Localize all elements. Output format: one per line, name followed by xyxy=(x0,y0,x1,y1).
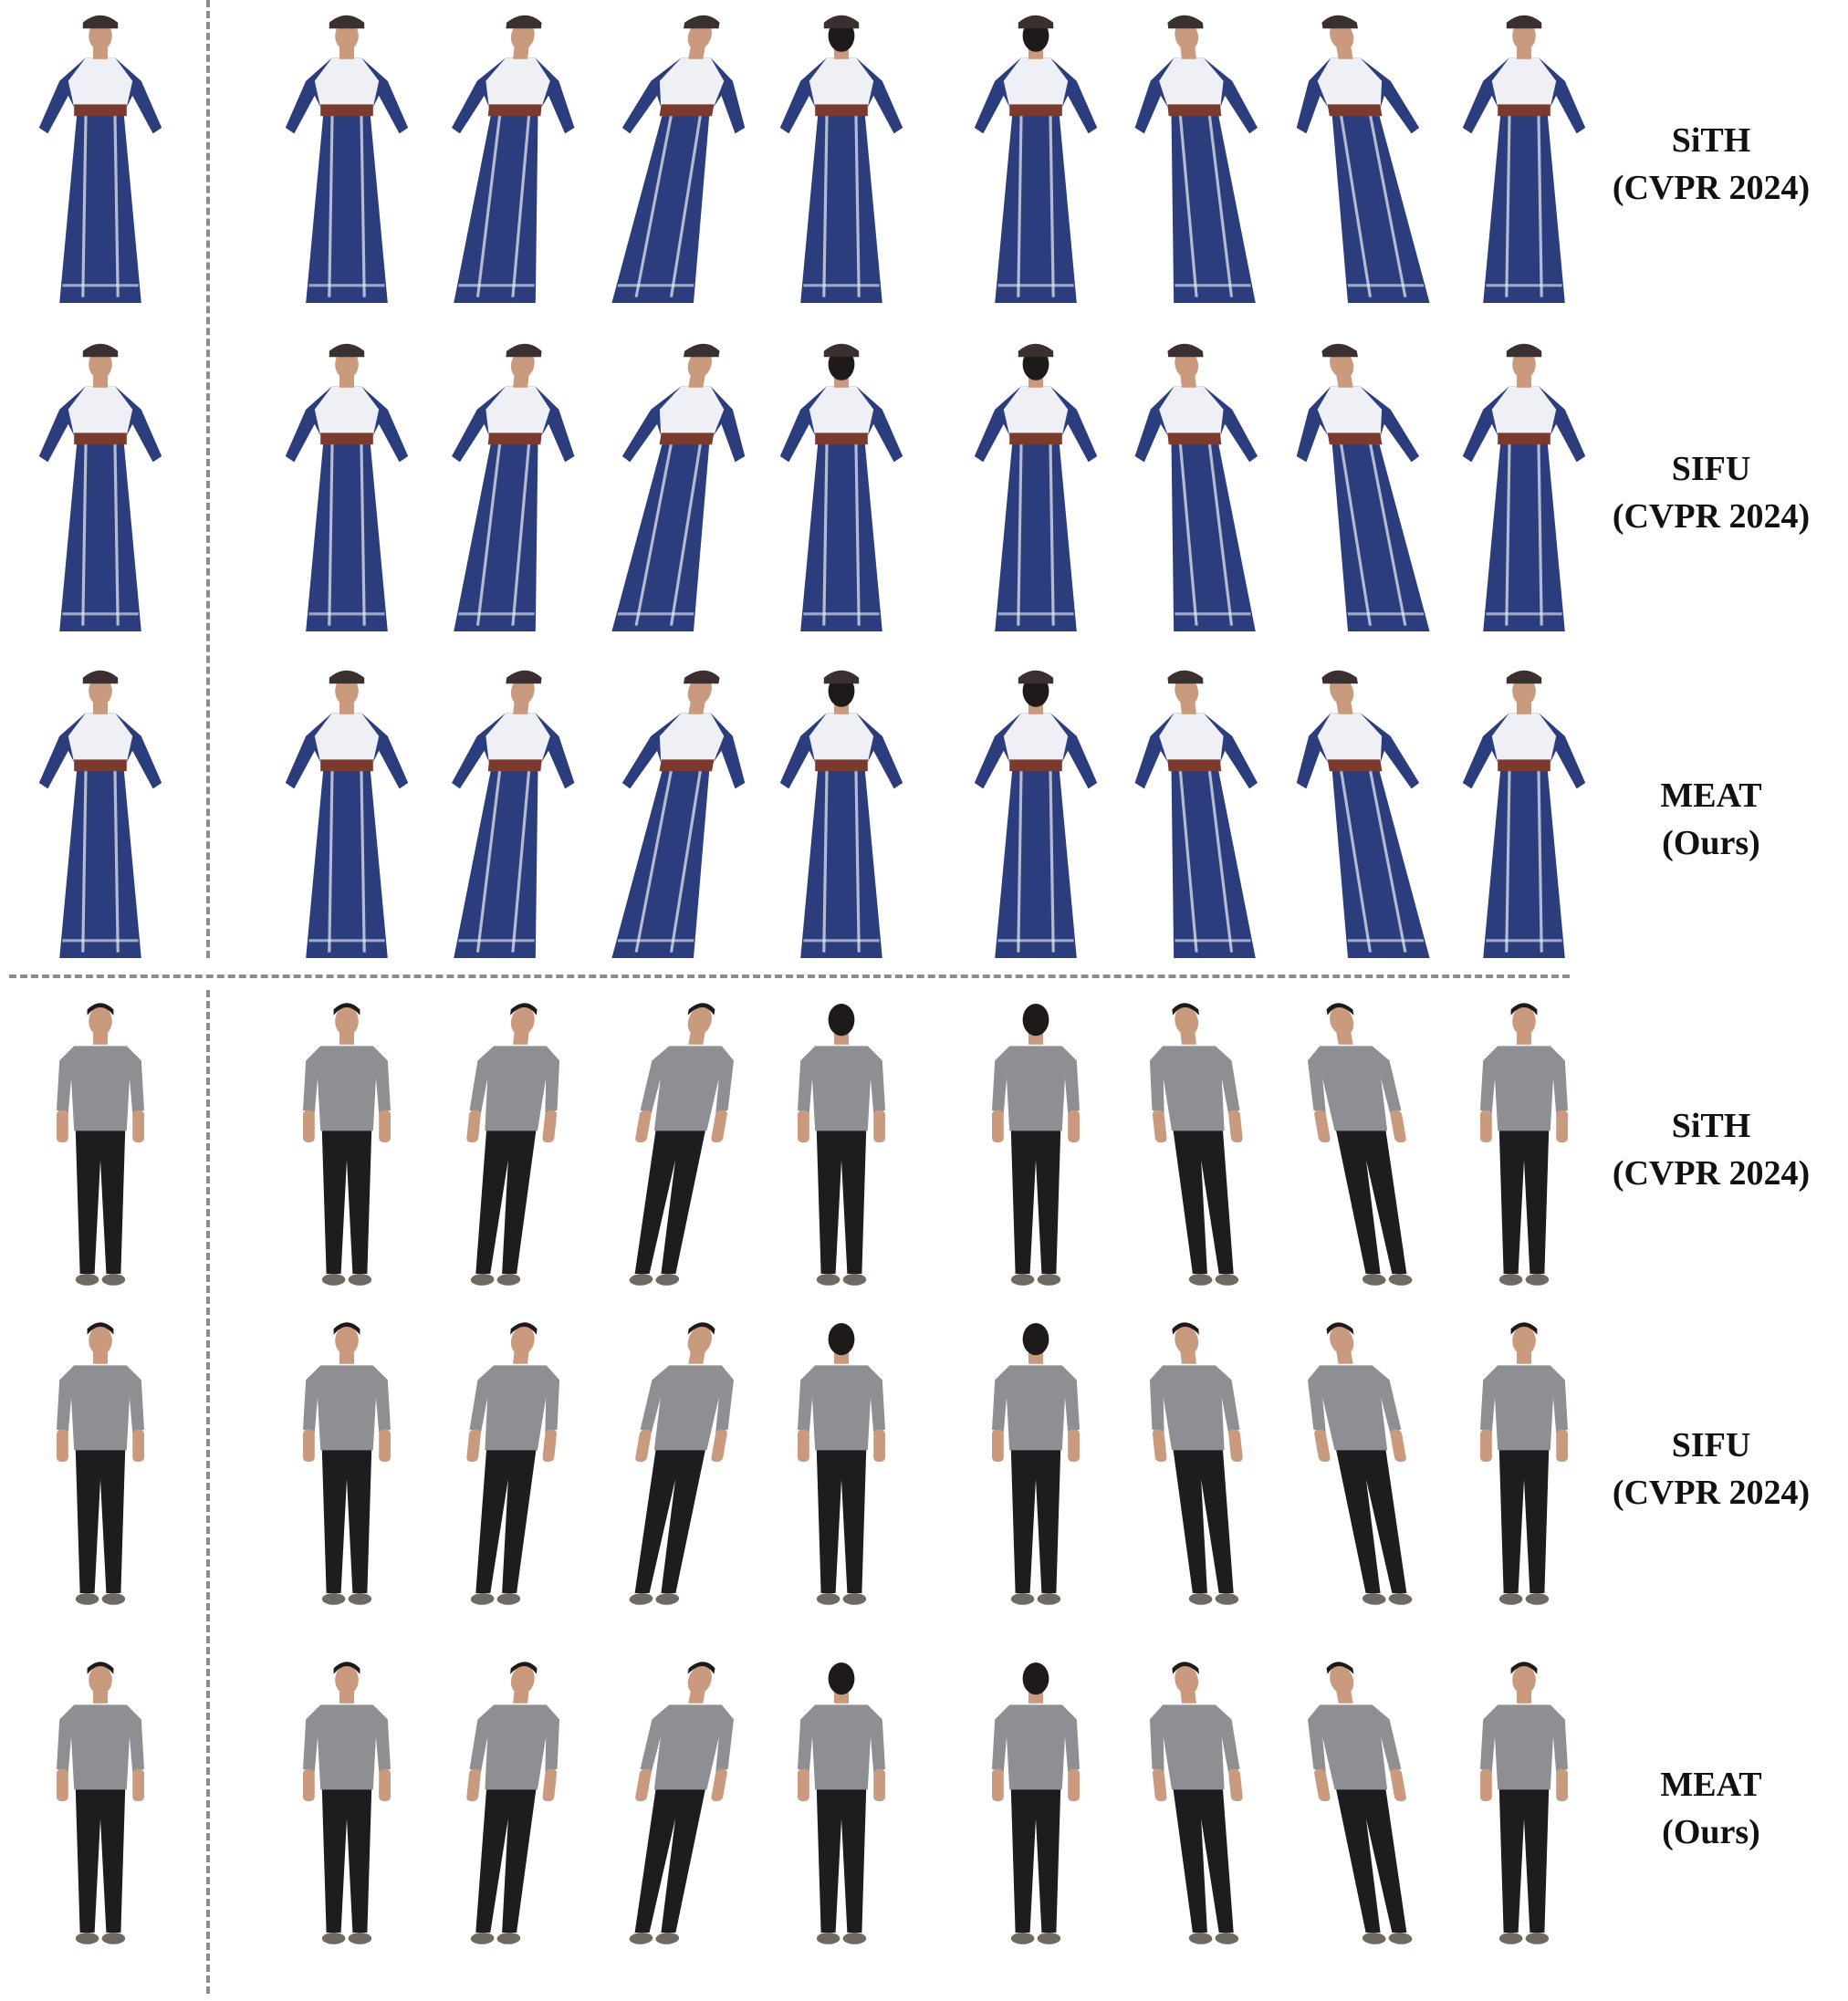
rendered-view xyxy=(1451,338,1597,648)
method-name: SiTH xyxy=(1671,121,1751,160)
rendered-view xyxy=(274,338,420,648)
rendered-view xyxy=(963,1653,1109,1964)
input-image xyxy=(27,1314,173,1624)
method-venue: (Ours) xyxy=(1662,1813,1760,1851)
rendered-view xyxy=(963,1314,1109,1624)
rendered-view xyxy=(604,1314,750,1624)
method-venue: (CVPR 2024) xyxy=(1612,1474,1811,1512)
method-name: SiTH xyxy=(1671,1107,1751,1145)
method-label: SIFU (CVPR 2024) xyxy=(1583,445,1839,540)
rendered-view xyxy=(604,995,750,1305)
rendered-view xyxy=(1291,664,1437,974)
result-row-sifu: SIFU (CVPR 2024) xyxy=(0,338,1848,648)
input-image xyxy=(27,664,173,974)
rendered-view xyxy=(436,995,582,1305)
rendered-view xyxy=(1291,338,1437,648)
rendered-view xyxy=(1451,1314,1597,1624)
rendered-view xyxy=(768,995,914,1305)
rendered-view xyxy=(1127,1314,1273,1624)
result-row-sith: SiTH (CVPR 2024) xyxy=(0,9,1848,319)
rendered-view xyxy=(604,9,750,319)
input-image xyxy=(27,338,173,648)
rendered-view xyxy=(274,1314,420,1624)
rendered-view xyxy=(1451,995,1597,1305)
rendered-view xyxy=(604,664,750,974)
input-divider-bottom xyxy=(206,990,210,1994)
rendered-view xyxy=(1127,1653,1273,1964)
rendered-view xyxy=(1127,9,1273,319)
result-row-meat: MEAT (Ours) xyxy=(0,1653,1848,1964)
method-venue: (CVPR 2024) xyxy=(1612,1154,1811,1193)
method-name: SIFU xyxy=(1671,1426,1751,1464)
rendered-view xyxy=(274,1653,420,1964)
rendered-view xyxy=(768,1653,914,1964)
input-image xyxy=(27,9,173,319)
rendered-view xyxy=(1127,995,1273,1305)
rendered-view xyxy=(436,338,582,648)
input-image xyxy=(27,995,173,1305)
group-divider xyxy=(9,974,1570,978)
method-name: SIFU xyxy=(1671,450,1751,488)
rendered-view xyxy=(963,338,1109,648)
rendered-view xyxy=(1291,995,1437,1305)
result-row-sifu: SIFU (CVPR 2024) xyxy=(0,1314,1848,1624)
rendered-view xyxy=(1291,1314,1437,1624)
method-venue: (CVPR 2024) xyxy=(1612,497,1811,536)
rendered-view xyxy=(963,995,1109,1305)
rendered-view xyxy=(274,664,420,974)
rendered-view xyxy=(768,1314,914,1624)
rendered-view xyxy=(1451,664,1597,974)
method-label: SiTH (CVPR 2024) xyxy=(1583,1102,1839,1197)
rendered-view xyxy=(436,9,582,319)
rendered-view xyxy=(1291,9,1437,319)
method-label: SiTH (CVPR 2024) xyxy=(1583,117,1839,212)
rendered-view xyxy=(1451,9,1597,319)
rendered-view xyxy=(436,1314,582,1624)
result-row-meat: MEAT (Ours) xyxy=(0,664,1848,974)
rendered-view xyxy=(1127,664,1273,974)
rendered-view xyxy=(274,995,420,1305)
rendered-view xyxy=(1127,338,1273,648)
method-label: SIFU (CVPR 2024) xyxy=(1583,1422,1839,1516)
rendered-view xyxy=(604,338,750,648)
rendered-view xyxy=(436,1653,582,1964)
rendered-view xyxy=(1291,1653,1437,1964)
method-name: MEAT xyxy=(1660,1766,1762,1804)
method-venue: (Ours) xyxy=(1662,824,1760,862)
rendered-view xyxy=(768,9,914,319)
result-row-sith: SiTH (CVPR 2024) xyxy=(0,995,1848,1305)
rendered-view xyxy=(274,9,420,319)
method-venue: (CVPR 2024) xyxy=(1612,169,1811,207)
method-label: MEAT (Ours) xyxy=(1583,1761,1839,1856)
rendered-view xyxy=(963,9,1109,319)
method-name: MEAT xyxy=(1660,776,1762,815)
rendered-view xyxy=(604,1653,750,1964)
input-image xyxy=(27,1653,173,1964)
rendered-view xyxy=(768,664,914,974)
rendered-view xyxy=(1451,1653,1597,1964)
method-label: MEAT (Ours) xyxy=(1583,772,1839,867)
input-divider-top xyxy=(206,0,210,958)
rendered-view xyxy=(963,664,1109,974)
rendered-view xyxy=(436,664,582,974)
rendered-view xyxy=(768,338,914,648)
